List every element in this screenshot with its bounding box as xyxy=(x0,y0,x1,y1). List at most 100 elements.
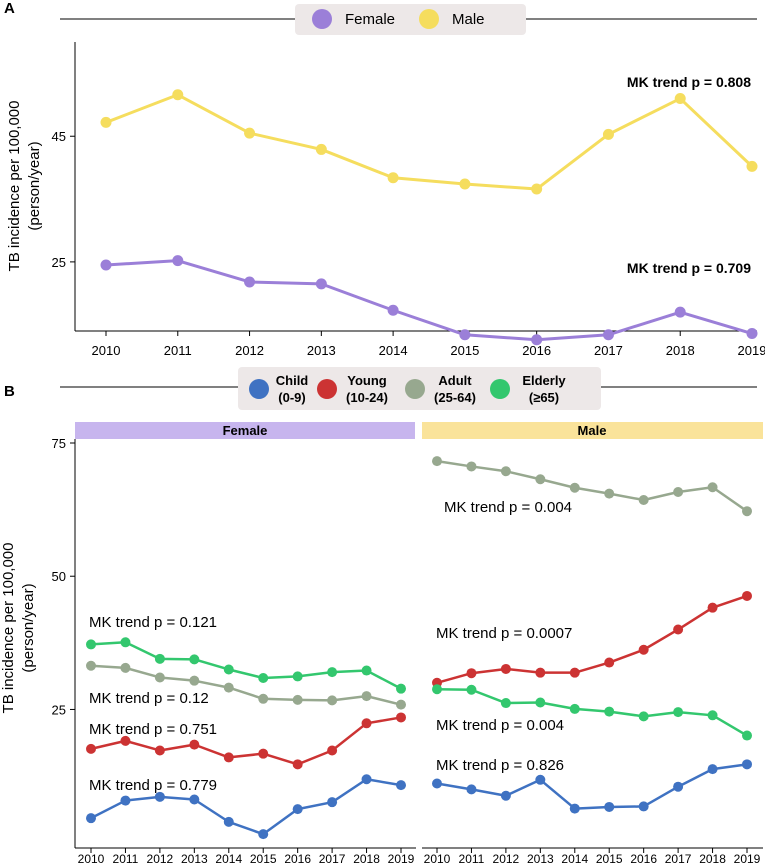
panel-a-male-point-2016 xyxy=(531,183,543,195)
male-adult-mk-annotation: MK trend p = 0.004 xyxy=(444,499,572,516)
male-child-line xyxy=(436,763,748,810)
male-facet-strip xyxy=(422,422,763,439)
male-child-point-2015 xyxy=(604,801,615,812)
male-facet-plot: 2010 2011 2012 2013 2014 2015 2016 2017 2018 2019 xyxy=(424,456,761,864)
panel-a-xtick-label-2017: 2017 xyxy=(594,343,623,358)
male-elderly-mk-annotation: MK trend p = 0.004 xyxy=(436,717,564,734)
male-elderly-point-2019 xyxy=(742,730,752,741)
female-facet-xtick-label-2012: 2012 xyxy=(147,852,174,864)
panel-a-male-point-2015 xyxy=(459,178,471,190)
female-elderly-point-2013 xyxy=(189,654,200,665)
panel-b-ylabel-line1: TB incidence per 100,000 xyxy=(0,543,17,714)
panel-a-female-point-2019 xyxy=(746,328,758,340)
male-facet-xtick-label-2015: 2015 xyxy=(596,852,623,864)
male-adult-point-2018 xyxy=(707,482,718,493)
male-child-point-2012 xyxy=(500,790,511,801)
male-young-point-2014 xyxy=(569,667,580,678)
legend-male-swatch xyxy=(419,9,439,29)
female-facet-xtick-label-2019: 2019 xyxy=(388,852,415,864)
male-elderly-point-2013 xyxy=(535,697,546,708)
female-child-point-2019 xyxy=(396,780,406,791)
panel-a-female-point-2016 xyxy=(531,334,543,346)
female-elderly-point-2011 xyxy=(120,637,131,648)
panel-a-female-line xyxy=(105,259,753,342)
male-facet-title: Male xyxy=(578,423,607,438)
legend-male-label: Male xyxy=(452,11,485,28)
male-elderly-point-2011 xyxy=(466,684,477,695)
female-elderly-point-2010 xyxy=(86,639,96,650)
female-facet-xtick-label-2014: 2014 xyxy=(215,852,242,864)
legend-elderly-swatch xyxy=(490,379,510,399)
female-elderly-point-2019 xyxy=(396,683,406,694)
female-facet-plot: 25 50 75 2010 2011 2012 2013 2014 2015 2016 2017 20… xyxy=(52,436,415,864)
panel-a-xtick-label-2019: 2019 xyxy=(738,343,765,358)
male-elderly-point-2016 xyxy=(638,711,649,722)
male-adult-point-2010 xyxy=(432,456,442,467)
panel-a-ytick-label-45: 45 xyxy=(52,129,66,144)
male-adult-point-2015 xyxy=(604,488,615,499)
female-young-point-2012 xyxy=(154,745,165,756)
male-child-point-2011 xyxy=(466,784,477,795)
panel-a-axes xyxy=(74,42,757,332)
female-facet-xtick-label-2015: 2015 xyxy=(250,852,277,864)
female-facet-xtick-label-2017: 2017 xyxy=(319,852,346,864)
panel-a-xtick-label-2018: 2018 xyxy=(666,343,695,358)
female-young-mk-annotation: MK trend p = 0.751 xyxy=(89,721,217,738)
panel-b-ytick-label-25: 25 xyxy=(52,702,66,717)
panel-a-female-point-2011 xyxy=(172,255,184,267)
panel-a-xtick-label-2015: 2015 xyxy=(450,343,479,358)
male-mk-annotation: MK trend p = 0.808 xyxy=(627,74,751,90)
female-child-point-2017 xyxy=(327,797,338,808)
male-adult-point-2017 xyxy=(673,487,684,498)
male-elderly-point-2017 xyxy=(673,707,684,718)
female-facet-xtick-label-2013: 2013 xyxy=(181,852,208,864)
female-facet-title: Female xyxy=(223,423,268,438)
male-child-point-2019 xyxy=(742,759,752,770)
female-elderly-point-2015 xyxy=(258,673,269,684)
male-facet-xtick-label-2013: 2013 xyxy=(527,852,554,864)
female-adult-point-2012 xyxy=(154,672,165,683)
female-adult-point-2013 xyxy=(189,675,200,686)
female-child-point-2010 xyxy=(86,813,96,824)
male-young-point-2012 xyxy=(500,663,511,674)
panel-a-female-point-2015 xyxy=(459,329,471,341)
female-facet-xtick-label-2011: 2011 xyxy=(113,852,139,864)
male-adult-point-2019 xyxy=(742,506,752,517)
male-facet-xtick-label-2019: 2019 xyxy=(734,852,761,864)
legend-child-label: Child xyxy=(276,373,309,388)
female-mk-annotation: MK trend p = 0.709 xyxy=(627,260,751,276)
female-young-point-2015 xyxy=(258,748,269,759)
female-adult-point-2018 xyxy=(361,691,372,702)
panel-b-ylabel-line2: (person/year) xyxy=(20,583,37,672)
female-young-point-2016 xyxy=(292,759,303,770)
female-young-point-2019 xyxy=(396,712,406,723)
male-young-point-2017 xyxy=(673,624,684,635)
panel-b-label: B xyxy=(4,383,15,400)
legend-elderly-label: Elderly xyxy=(522,373,566,388)
male-child-point-2016 xyxy=(638,801,649,812)
female-child-mk-annotation: MK trend p = 0.779 xyxy=(89,777,217,794)
panel-a-male-point-2010 xyxy=(100,116,112,128)
legend-young-swatch xyxy=(317,379,337,399)
female-child-line xyxy=(90,778,402,836)
male-facet-xtick-label-2010: 2010 xyxy=(424,852,451,864)
female-child-point-2016 xyxy=(292,804,303,815)
male-young-point-2016 xyxy=(638,644,649,655)
male-elderly-point-2018 xyxy=(707,710,718,721)
female-young-point-2014 xyxy=(223,752,234,763)
panel-a-xtick-label-2014: 2014 xyxy=(379,343,408,358)
male-adult-point-2014 xyxy=(569,482,580,493)
female-adult-point-2014 xyxy=(223,682,234,693)
female-facet-xtick-label-2010: 2010 xyxy=(78,852,105,864)
female-elderly-line xyxy=(90,641,402,690)
female-young-line xyxy=(90,716,402,766)
female-child-point-2015 xyxy=(258,829,269,840)
panel-a-xtick-label-2010: 2010 xyxy=(92,343,121,358)
male-child-mk-annotation: MK trend p = 0.826 xyxy=(436,757,564,774)
panel-a-female-point-2012 xyxy=(244,276,256,288)
male-facet-xtick-label-2018: 2018 xyxy=(699,852,726,864)
panel-a-male-point-2019 xyxy=(746,160,758,172)
female-child-point-2014 xyxy=(223,816,234,827)
male-elderly-point-2014 xyxy=(569,703,580,714)
